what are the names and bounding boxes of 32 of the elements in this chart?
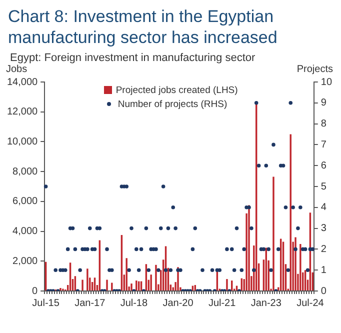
chart-subtitle: Egypt: Foreign investment in manufacturing sector (10, 52, 256, 64)
y2-tick-label: 5 (320, 181, 327, 192)
y2-tick-label: 6 (320, 160, 327, 172)
y2-tick-label: 9 (320, 98, 327, 109)
y2-tick-label: 0 (320, 286, 327, 297)
y2-tick-label: 8 (320, 118, 327, 130)
y2-tick-label: 7 (320, 139, 327, 150)
y2-tick-label: 1 (320, 264, 327, 276)
x-tick-label: Jul-15 (32, 298, 60, 309)
y2-tick-label: 10 (320, 76, 332, 88)
legend-label: Projected jobs created (LHS) (116, 85, 238, 96)
chart-title: Chart 8: Investment in the Egyptian manufacturing sector has increased (8, 6, 278, 48)
y-tick-label: 2,000 (12, 256, 38, 267)
y2-axis-title: Projects (296, 64, 333, 75)
x-tick-label: Jan-17 (74, 298, 106, 309)
y2-tick-label: 4 (320, 202, 327, 214)
x-tick-label: Jan-23 (250, 298, 282, 309)
y-axis-title: Jobs (6, 64, 28, 75)
x-tick-label: Jul-24 (296, 298, 324, 309)
x-tick-label: Jan-20 (162, 298, 194, 309)
y2-tick-label: 3 (320, 223, 327, 234)
y-tick-label: 14,000 (6, 76, 38, 88)
y-tick-label: 8,000 (12, 166, 38, 178)
x-tick-label: Jul-21 (208, 298, 236, 309)
y-tick-label: 0 (32, 286, 38, 297)
y-tick-label: 6,000 (12, 196, 38, 208)
y-tick-label: 4,000 (12, 226, 38, 238)
y-tick-label: 12,000 (6, 106, 38, 118)
y-tick-label: 10,000 (6, 136, 38, 148)
legend-label: Number of projects (RHS) (118, 99, 228, 110)
x-tick-label: Jul-18 (120, 298, 148, 309)
y2-tick-label: 2 (320, 244, 327, 255)
